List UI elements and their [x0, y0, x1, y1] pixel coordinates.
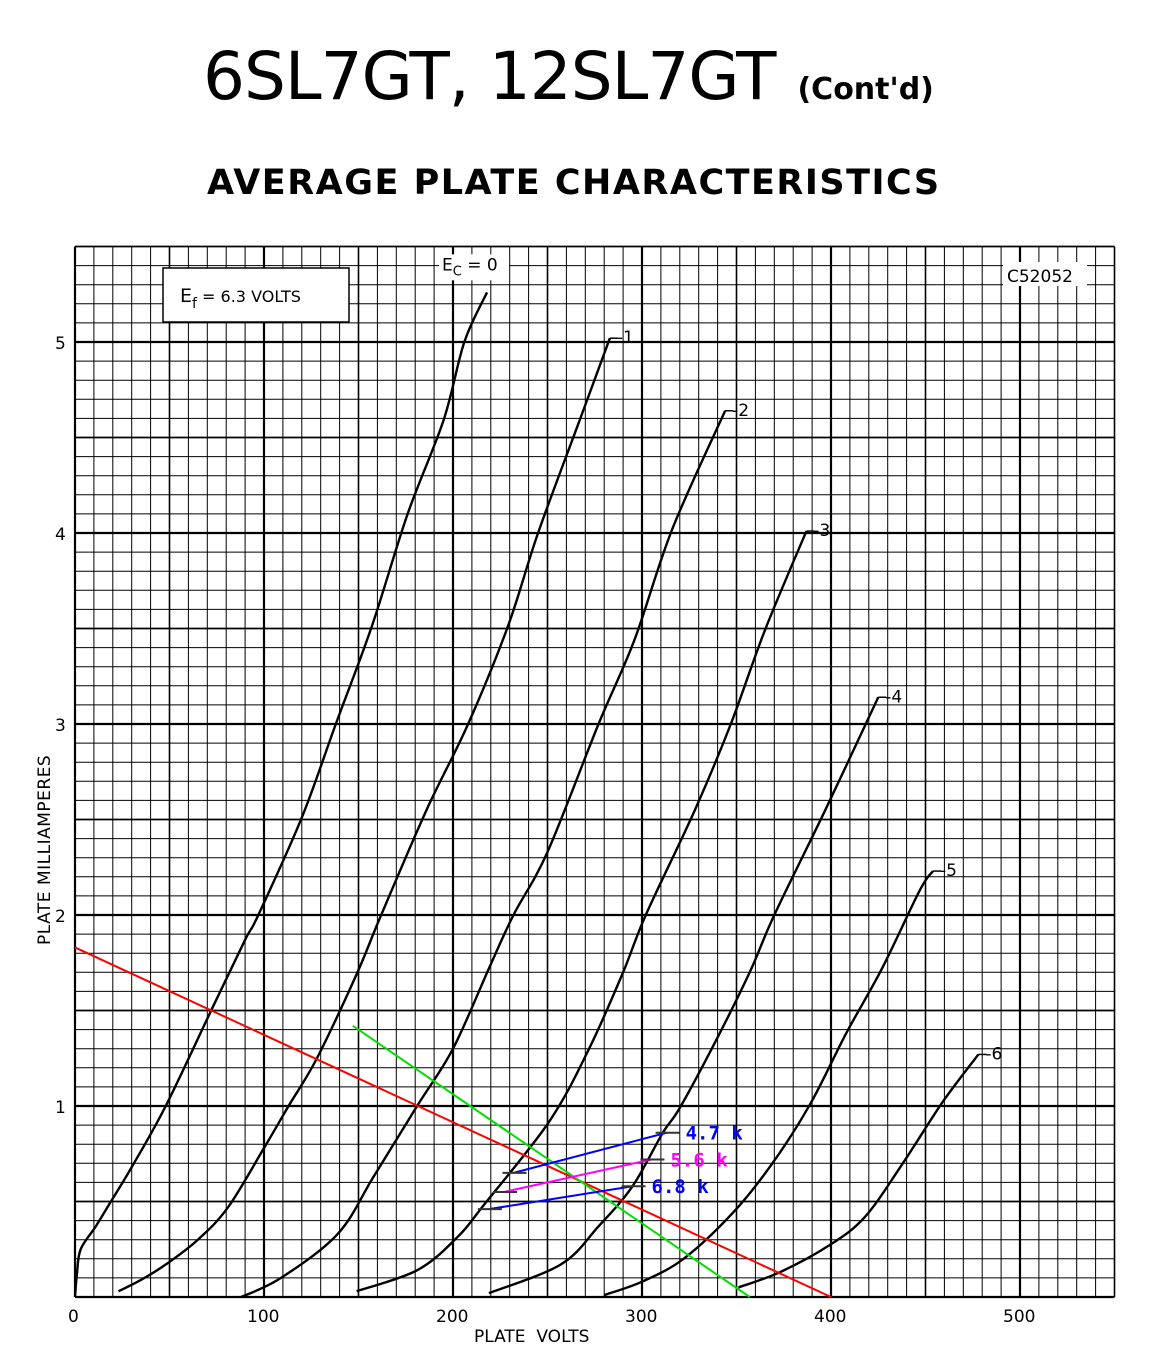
chart-subtitle: AVERAGE PLATE CHARACTERISTICS: [207, 163, 941, 203]
load-lines: 4.7 k 5.6 k 6.8 k: [74, 946, 832, 1298]
curve-ec--2: [240, 410, 727, 1299]
resistor-line: [513, 1131, 667, 1174]
plate-curves: EC = 0 -1 -2 -3 -4 -5 -6: [73, 254, 1002, 1299]
filament-note: Ef = 6.3 VOLTS: [180, 285, 301, 312]
resistor-label: 6.8 k: [652, 1176, 710, 1198]
curve-ec--3: [356, 530, 808, 1293]
resistor-line: [488, 1185, 633, 1211]
figure-code: C52052: [1007, 267, 1073, 287]
x-tick-label: 200: [436, 1307, 468, 1327]
x-axis-label: PLATE VOLTS: [474, 1327, 589, 1347]
x-tick-label: 0: [68, 1307, 79, 1327]
curve-label: EC = 0: [442, 255, 498, 279]
note-box: [162, 267, 350, 323]
x-tick-label: 400: [814, 1307, 846, 1327]
y-tick-label: 1: [55, 1098, 66, 1118]
curve-ec--5: [603, 870, 935, 1297]
annotations: Ef = 6.3 VOLTS C52052 PLATE MILLIAMPERES…: [35, 262, 1087, 1347]
resistor-label: 4.7 k: [686, 1123, 744, 1145]
curve-label: -6: [985, 1044, 1002, 1064]
curve-ec--1: [117, 337, 611, 1293]
code-bg: [1003, 262, 1087, 286]
curve-label: -1: [617, 328, 634, 348]
resistor-label: 5.6 k: [670, 1149, 728, 1171]
chart-title: 6SL7GT, 12SL7GT (Cont'd): [203, 38, 934, 115]
load-line: [74, 946, 832, 1298]
x-tick-label: 500: [1003, 1307, 1035, 1327]
curve-label: -2: [732, 401, 749, 421]
y-tick-label: 2: [55, 907, 66, 927]
curve-label: -4: [885, 687, 902, 707]
curve-label-bg: [439, 254, 510, 281]
load-line: [352, 1024, 751, 1298]
curve-label: -5: [940, 861, 957, 881]
curve-label: -3: [813, 521, 830, 541]
y-tick-label: 3: [55, 716, 66, 736]
curve-ec--6: [737, 1053, 980, 1289]
curve-ec-0: [73, 291, 489, 1298]
resistor-line: [503, 1158, 652, 1193]
x-tick-label: 100: [247, 1307, 279, 1327]
y-axis-label: PLATE MILLIAMPERES: [35, 755, 55, 945]
y-tick-label: 4: [55, 525, 66, 545]
title-text: 6SL7GT, 12SL7GT: [203, 38, 776, 115]
title-suffix: (Cont'd): [797, 72, 934, 107]
curve-ec--4: [488, 696, 880, 1295]
grid: [73, 245, 1116, 1299]
x-tick-label: 300: [625, 1307, 657, 1327]
y-tick-label: 5: [55, 334, 66, 354]
tick-labels: 0 100 200 300 400 500 1 2 3 4 5: [55, 334, 1035, 1327]
